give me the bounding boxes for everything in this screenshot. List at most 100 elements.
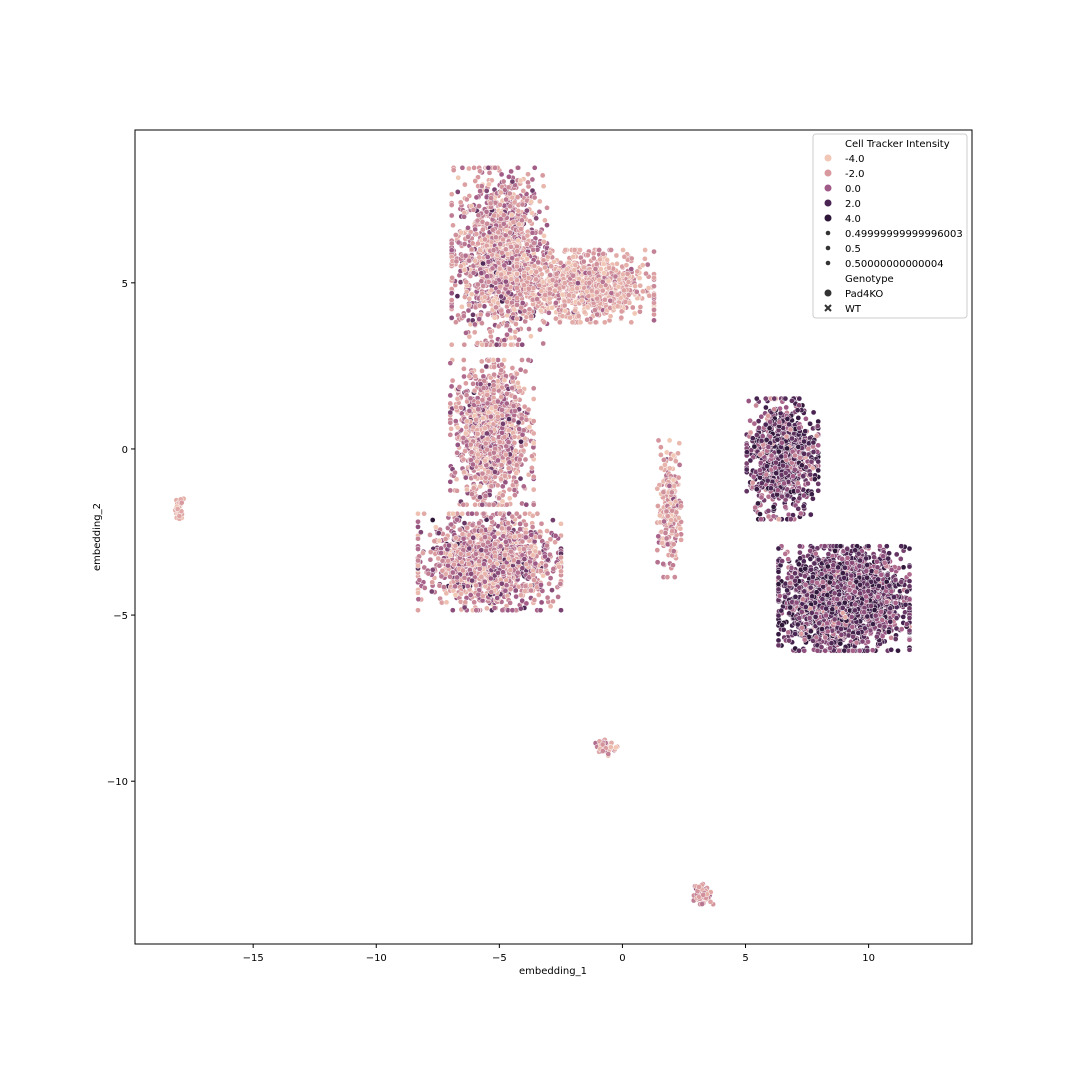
data-point	[531, 538, 538, 545]
data-point	[491, 212, 498, 219]
data-point	[557, 580, 564, 587]
data-point	[528, 532, 535, 538]
data-point	[586, 270, 593, 276]
data-point	[469, 577, 475, 584]
data-point	[508, 243, 514, 250]
data-point	[531, 597, 538, 603]
data-point	[531, 577, 537, 583]
data-point	[469, 491, 475, 498]
data-point	[479, 341, 486, 348]
data-point	[615, 283, 622, 290]
data-point	[511, 433, 518, 440]
data-point	[459, 303, 465, 310]
data-point	[416, 577, 423, 583]
data-point	[492, 404, 499, 410]
data-point	[474, 281, 481, 288]
data-point	[528, 543, 534, 550]
data-point	[670, 452, 677, 459]
data-point	[470, 269, 477, 276]
data-point	[483, 187, 490, 194]
data-point	[601, 270, 607, 276]
data-point	[484, 446, 491, 453]
data-point	[463, 424, 470, 431]
data-point	[569, 319, 576, 326]
data-point	[501, 341, 508, 348]
data-point	[525, 179, 531, 186]
data-point	[481, 303, 488, 310]
data-point	[553, 271, 560, 277]
data-point	[529, 552, 536, 559]
data-point	[550, 517, 556, 523]
data-point	[447, 487, 454, 494]
data-point	[429, 579, 436, 586]
data-point	[520, 447, 527, 454]
data-point	[526, 306, 533, 313]
data-point	[463, 330, 469, 336]
data-point	[415, 607, 421, 614]
data-point	[505, 525, 512, 532]
data-point	[537, 607, 544, 614]
data-point	[521, 556, 528, 562]
data-point	[468, 449, 475, 456]
data-point	[541, 319, 548, 326]
data-point	[514, 295, 520, 301]
data-point	[461, 341, 468, 348]
data-point	[563, 266, 570, 273]
data-point	[506, 173, 512, 180]
data-point	[538, 582, 544, 588]
data-point	[448, 383, 455, 390]
data-point	[637, 282, 644, 289]
data-point	[518, 226, 525, 232]
data-point	[644, 261, 651, 268]
data-point	[447, 552, 454, 559]
data-point	[620, 247, 626, 253]
data-point	[439, 567, 446, 574]
data-point	[586, 280, 593, 286]
data-point	[481, 294, 488, 301]
data-point	[472, 178, 479, 184]
data-point	[464, 524, 471, 531]
data-point	[616, 276, 623, 283]
data-point	[497, 201, 503, 208]
data-point	[561, 280, 568, 286]
data-point	[445, 562, 451, 569]
data-point	[544, 594, 551, 601]
data-point	[536, 198, 543, 205]
data-point	[506, 486, 513, 493]
data-point	[438, 573, 445, 580]
data-point	[447, 409, 454, 416]
data-point	[461, 604, 468, 611]
data-point	[559, 313, 566, 319]
data-point	[537, 326, 543, 333]
data-point	[448, 191, 455, 198]
data-point	[530, 246, 536, 253]
data-point	[514, 285, 520, 291]
data-point	[458, 590, 464, 597]
data-point	[482, 534, 488, 540]
data-point	[664, 574, 671, 580]
data-point	[569, 286, 576, 293]
data-point	[544, 570, 551, 577]
data-point	[484, 435, 491, 442]
data-point	[468, 246, 475, 253]
data-point	[522, 368, 529, 375]
data-point	[525, 357, 532, 363]
data-point	[511, 557, 517, 564]
data-point	[570, 253, 577, 260]
data-point	[550, 566, 557, 572]
data-point	[536, 208, 543, 215]
data-point	[511, 533, 518, 540]
data-point	[452, 592, 459, 598]
data-point	[483, 547, 489, 554]
data-point	[481, 578, 488, 585]
data-point	[509, 607, 516, 614]
data-point	[498, 462, 505, 468]
data-point	[457, 551, 464, 557]
data-point	[643, 270, 649, 277]
data-point	[592, 319, 599, 326]
data-point	[501, 357, 507, 363]
data-point	[528, 199, 535, 205]
data-point	[509, 374, 516, 381]
data-point	[461, 574, 468, 581]
data-point	[651, 292, 657, 298]
